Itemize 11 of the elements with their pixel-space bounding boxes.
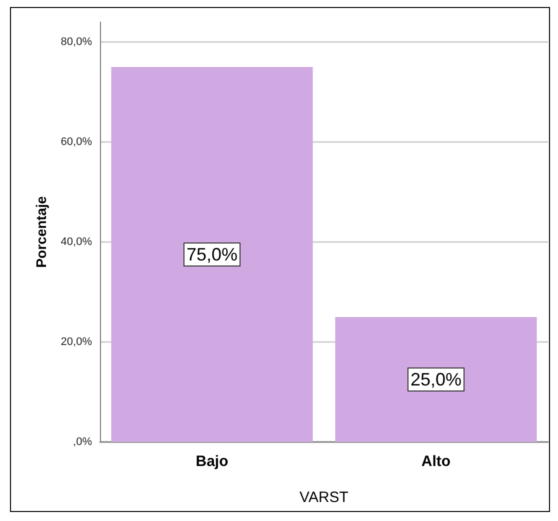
y-tick-label: ,0% (73, 436, 92, 448)
data-label: 75,0% (186, 244, 238, 264)
x-tick-label: Alto (421, 453, 451, 470)
y-tick-label: 40,0% (60, 236, 92, 248)
x-tick-label: Bajo (196, 453, 228, 470)
y-tick-label: 20,0% (60, 336, 92, 348)
data-label: 25,0% (410, 370, 462, 390)
y-tick-label: 60,0% (60, 136, 92, 148)
y-axis-title: Porcentaje (33, 196, 49, 268)
y-tick-label: 80,0% (60, 36, 92, 48)
x-axis-title: VARST (300, 489, 348, 506)
